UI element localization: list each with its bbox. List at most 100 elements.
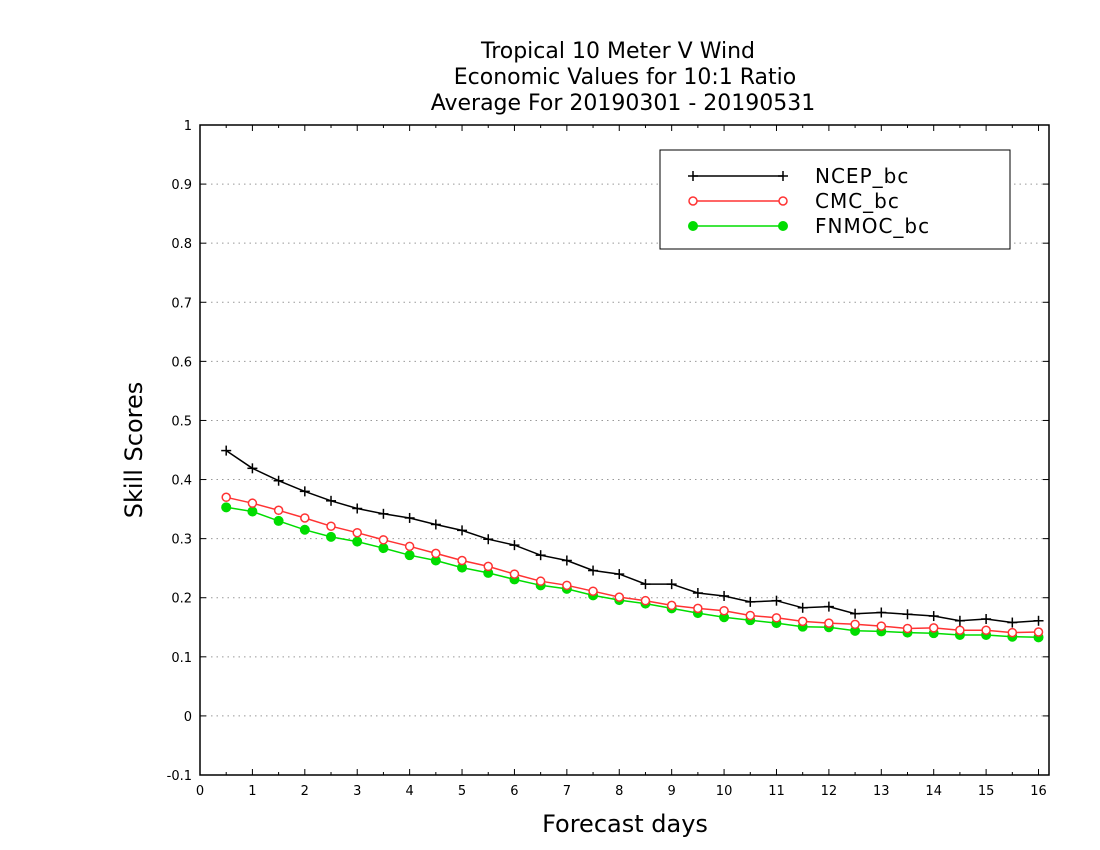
- legend-label: NCEP_bc: [815, 164, 909, 188]
- data-point-plus-marker: [457, 525, 468, 536]
- data-point-plus-marker: [797, 602, 808, 613]
- data-point-plus-marker: [876, 607, 887, 618]
- plot-area-frame: [199, 124, 1050, 776]
- data-point-open-circle: [771, 613, 782, 623]
- y-axis-label: Skill Scores: [120, 382, 148, 519]
- chart-title: Tropical 10 Meter V Wind Economic Values…: [431, 39, 816, 116]
- data-point-filled-circle: [378, 543, 389, 554]
- data-point-open-circle: [719, 605, 729, 616]
- data-point-plus-marker: [247, 463, 258, 474]
- data-point-open-circle: [352, 527, 362, 538]
- series-CMC_bc: [221, 492, 1044, 638]
- x-tick-label: 8: [615, 784, 623, 799]
- y-tick-label: 0.9: [171, 178, 192, 193]
- data-point-open-circle: [981, 625, 991, 635]
- data-point-plus-marker: [404, 512, 415, 523]
- series-FNMOC_bc: [221, 502, 1044, 643]
- data-point-plus-marker: [1007, 617, 1018, 628]
- data-point-filled-circle: [352, 536, 363, 547]
- series-NCEP_bc: [221, 445, 1044, 628]
- data-point-open-circle: [614, 592, 625, 602]
- data-point-open-circle: [1007, 627, 1018, 638]
- data-point-open-circle: [273, 505, 284, 516]
- data-point-open-circle: [483, 561, 493, 572]
- legend-item-CMC_bc: CMC_bc: [688, 189, 900, 213]
- series-line: [226, 496, 1039, 634]
- data-point-plus-marker: [745, 596, 756, 607]
- data-point-plus-marker: [778, 171, 788, 181]
- data-point-open-circle: [955, 625, 965, 635]
- chart-title-line-2: Economic Values for 10:1 Ratio: [454, 65, 796, 90]
- data-point-plus-marker: [688, 171, 698, 181]
- y-tick-label: 0.2: [171, 592, 192, 607]
- x-tick-label: 2: [301, 784, 309, 799]
- y-tick-label: 0.8: [171, 237, 192, 252]
- chart-title-line-1: Tropical 10 Meter V Wind: [480, 39, 755, 64]
- data-point-open-circle: [876, 621, 887, 631]
- x-tick-label: 3: [353, 784, 361, 799]
- data-point-plus-marker: [588, 565, 599, 576]
- x-tick-label: 10: [716, 784, 733, 799]
- x-tick-label: 13: [873, 784, 890, 799]
- legend-item-NCEP_bc: NCEP_bc: [688, 164, 909, 188]
- y-tick-label: 0.7: [171, 296, 192, 311]
- data-point-plus-marker: [352, 503, 363, 514]
- data-point-plus-marker: [666, 579, 677, 590]
- series-line: [226, 506, 1039, 639]
- data-point-filled-circle: [299, 524, 310, 535]
- data-point-plus-marker: [561, 555, 572, 566]
- x-tick-label: 5: [458, 784, 466, 799]
- y-tick-label: 0.5: [171, 414, 192, 429]
- data-point-open-circle: [588, 586, 598, 596]
- data-point-filled-circle: [247, 506, 258, 517]
- data-point-open-circle: [688, 196, 698, 206]
- data-point-open-circle: [797, 616, 808, 627]
- x-tick-label: 6: [510, 784, 518, 799]
- data-point-open-circle: [535, 576, 546, 586]
- data-point-plus-marker: [981, 614, 992, 624]
- data-point-plus-marker: [771, 595, 782, 606]
- data-point-filled-circle: [688, 221, 698, 231]
- y-tick-label: 0.1: [171, 651, 192, 666]
- data-point-open-circle: [457, 555, 467, 566]
- x-tick-label: 15: [978, 784, 995, 799]
- data-point-open-circle: [431, 548, 441, 559]
- data-point-open-circle: [850, 619, 860, 630]
- data-point-plus-marker: [509, 540, 520, 551]
- legend-label: FNMOC_bc: [815, 214, 930, 238]
- data-point-filled-circle: [221, 502, 232, 513]
- x-tick-label: 1: [248, 784, 256, 799]
- y-tick-label: 0: [184, 710, 192, 725]
- x-tick-label: 14: [925, 784, 942, 799]
- data-point-open-circle: [404, 541, 415, 552]
- data-point-plus-marker: [902, 609, 913, 620]
- data-point-open-circle: [928, 623, 939, 633]
- y-tick-label: 0.6: [171, 355, 192, 370]
- x-tick-label: 4: [405, 784, 413, 799]
- data-point-plus-marker: [535, 550, 546, 561]
- y-tick-label: 0.3: [171, 533, 192, 548]
- data-point-open-circle: [300, 513, 310, 523]
- chart-title-line-3: Average For 20190301 - 20190531: [431, 91, 816, 116]
- legend-item-FNMOC_bc: FNMOC_bc: [688, 214, 930, 238]
- data-point-open-circle: [824, 618, 834, 628]
- data-point-open-circle: [378, 535, 389, 545]
- data-point-open-circle: [902, 623, 913, 634]
- data-point-plus-marker: [719, 590, 730, 601]
- data-point-plus-marker: [483, 534, 494, 545]
- x-tick-label: 12: [821, 784, 838, 799]
- data-point-filled-circle: [273, 515, 284, 526]
- y-gridlines: [200, 183, 1049, 717]
- data-point-plus-marker: [928, 611, 939, 622]
- y-tick-label: -0.1: [167, 769, 192, 784]
- series-group: [221, 445, 1044, 643]
- data-point-open-circle: [509, 569, 520, 579]
- legend-label: CMC_bc: [815, 189, 900, 213]
- y-axis-ticks: -0.1 0 0.1 0.2 0.3 0.4 0.5 0.6 0.7 0.8 0.9 1: [167, 119, 1049, 784]
- legend-box: [659, 149, 1011, 250]
- data-point-plus-marker: [823, 601, 834, 612]
- data-point-open-circle: [666, 600, 677, 611]
- data-point-plus-marker: [299, 486, 310, 497]
